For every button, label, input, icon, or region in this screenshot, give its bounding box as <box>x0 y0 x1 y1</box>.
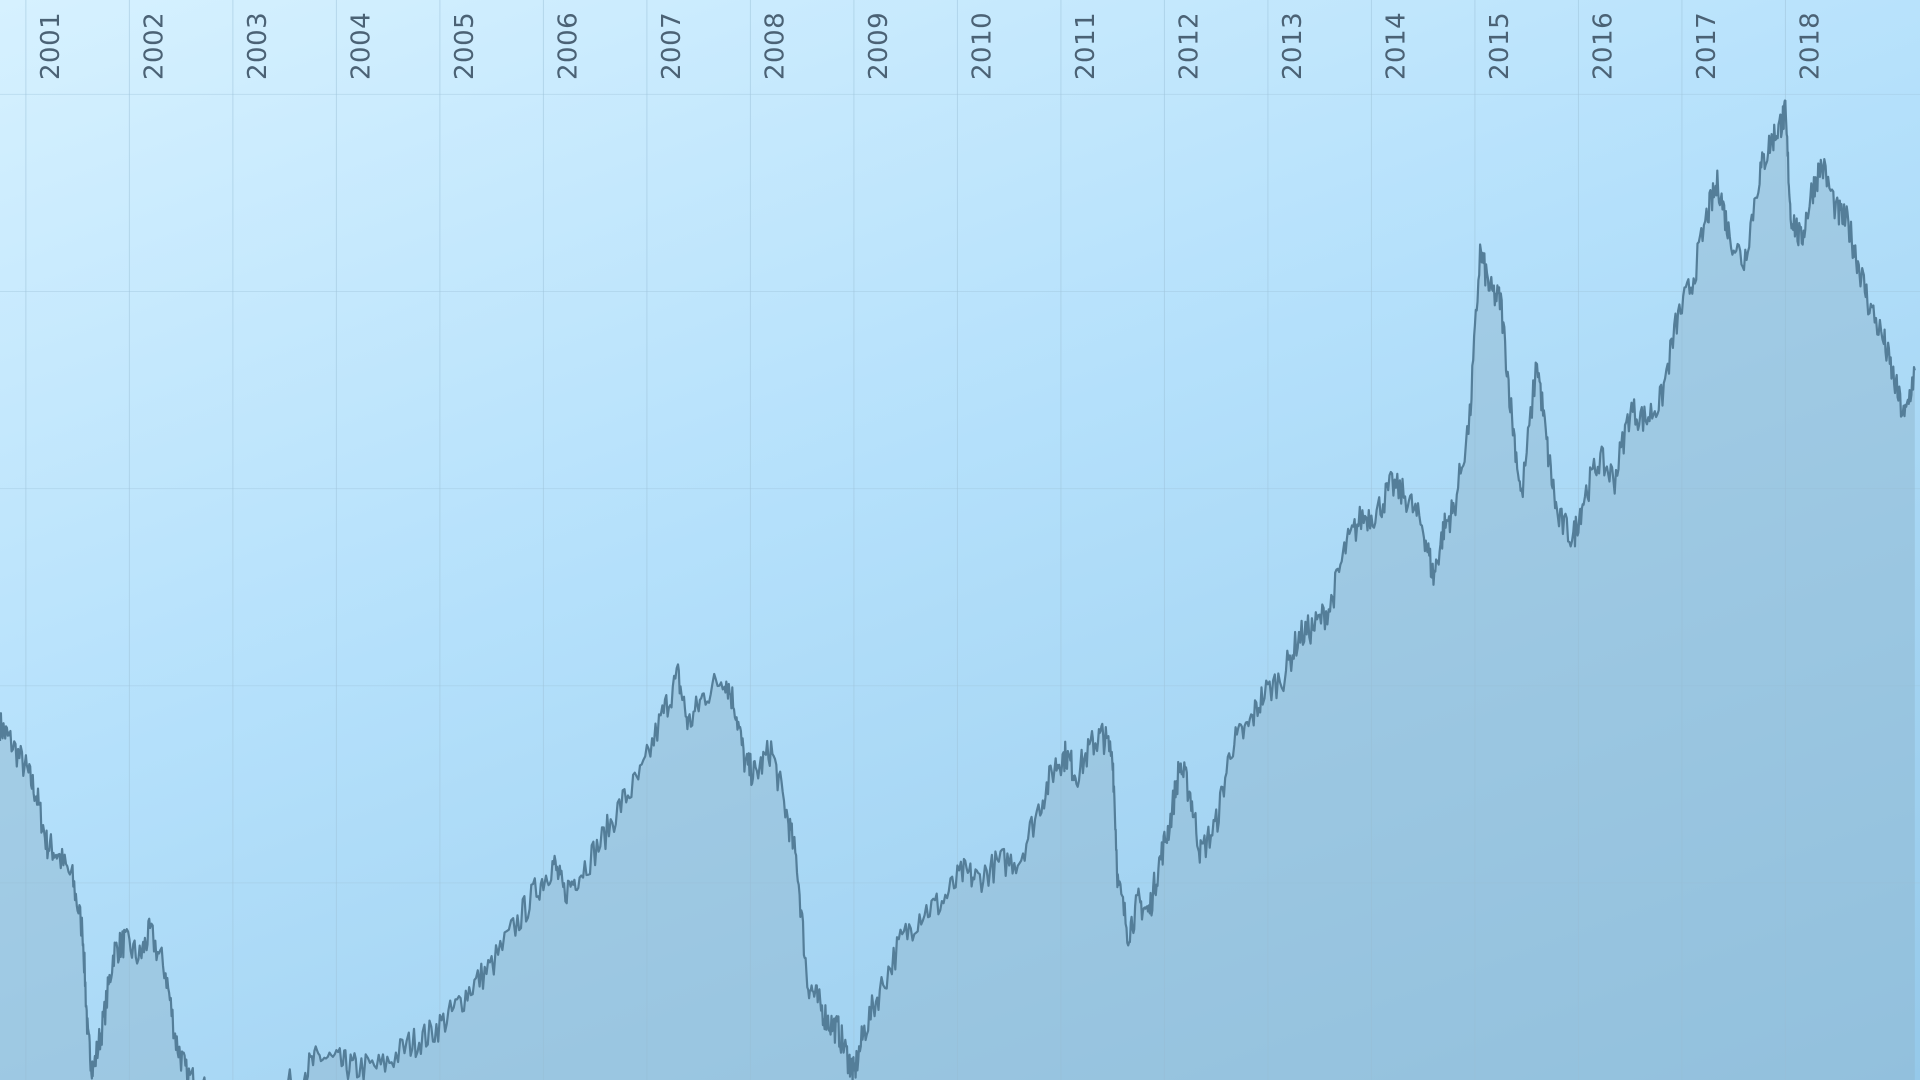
x-tick-label-2013: 2013 <box>1278 12 1308 80</box>
series-line <box>0 99 1916 1080</box>
x-tick-label-2007: 2007 <box>657 12 687 80</box>
x-tick-label-2009: 2009 <box>864 12 894 80</box>
x-tick-label-2017: 2017 <box>1692 12 1722 80</box>
series-area-fill <box>0 100 1915 1080</box>
x-tick-label-2006: 2006 <box>553 12 583 80</box>
x-tick-label-2005: 2005 <box>450 12 480 80</box>
x-tick-label-2015: 2015 <box>1485 12 1515 80</box>
x-tick-label-2003: 2003 <box>243 12 273 80</box>
x-tick-label-2014: 2014 <box>1381 12 1411 80</box>
x-tick-label-2018: 2018 <box>1795 12 1825 80</box>
x-tick-label-2002: 2002 <box>139 12 169 80</box>
x-tick-label-2008: 2008 <box>760 12 790 80</box>
x-tick-label-2016: 2016 <box>1588 12 1618 80</box>
x-tick-label-2010: 2010 <box>967 12 997 80</box>
x-axis-ticks: 2001 2002 2003 2004 2005 2006 2007 2008 2009 2010… <box>36 12 1826 80</box>
x-tick-label-2011: 2011 <box>1071 12 1101 80</box>
x-tick-label-2012: 2012 <box>1174 12 1204 80</box>
x-tick-label-2004: 2004 <box>346 12 376 80</box>
x-tick-label-2001: 2001 <box>36 12 66 80</box>
